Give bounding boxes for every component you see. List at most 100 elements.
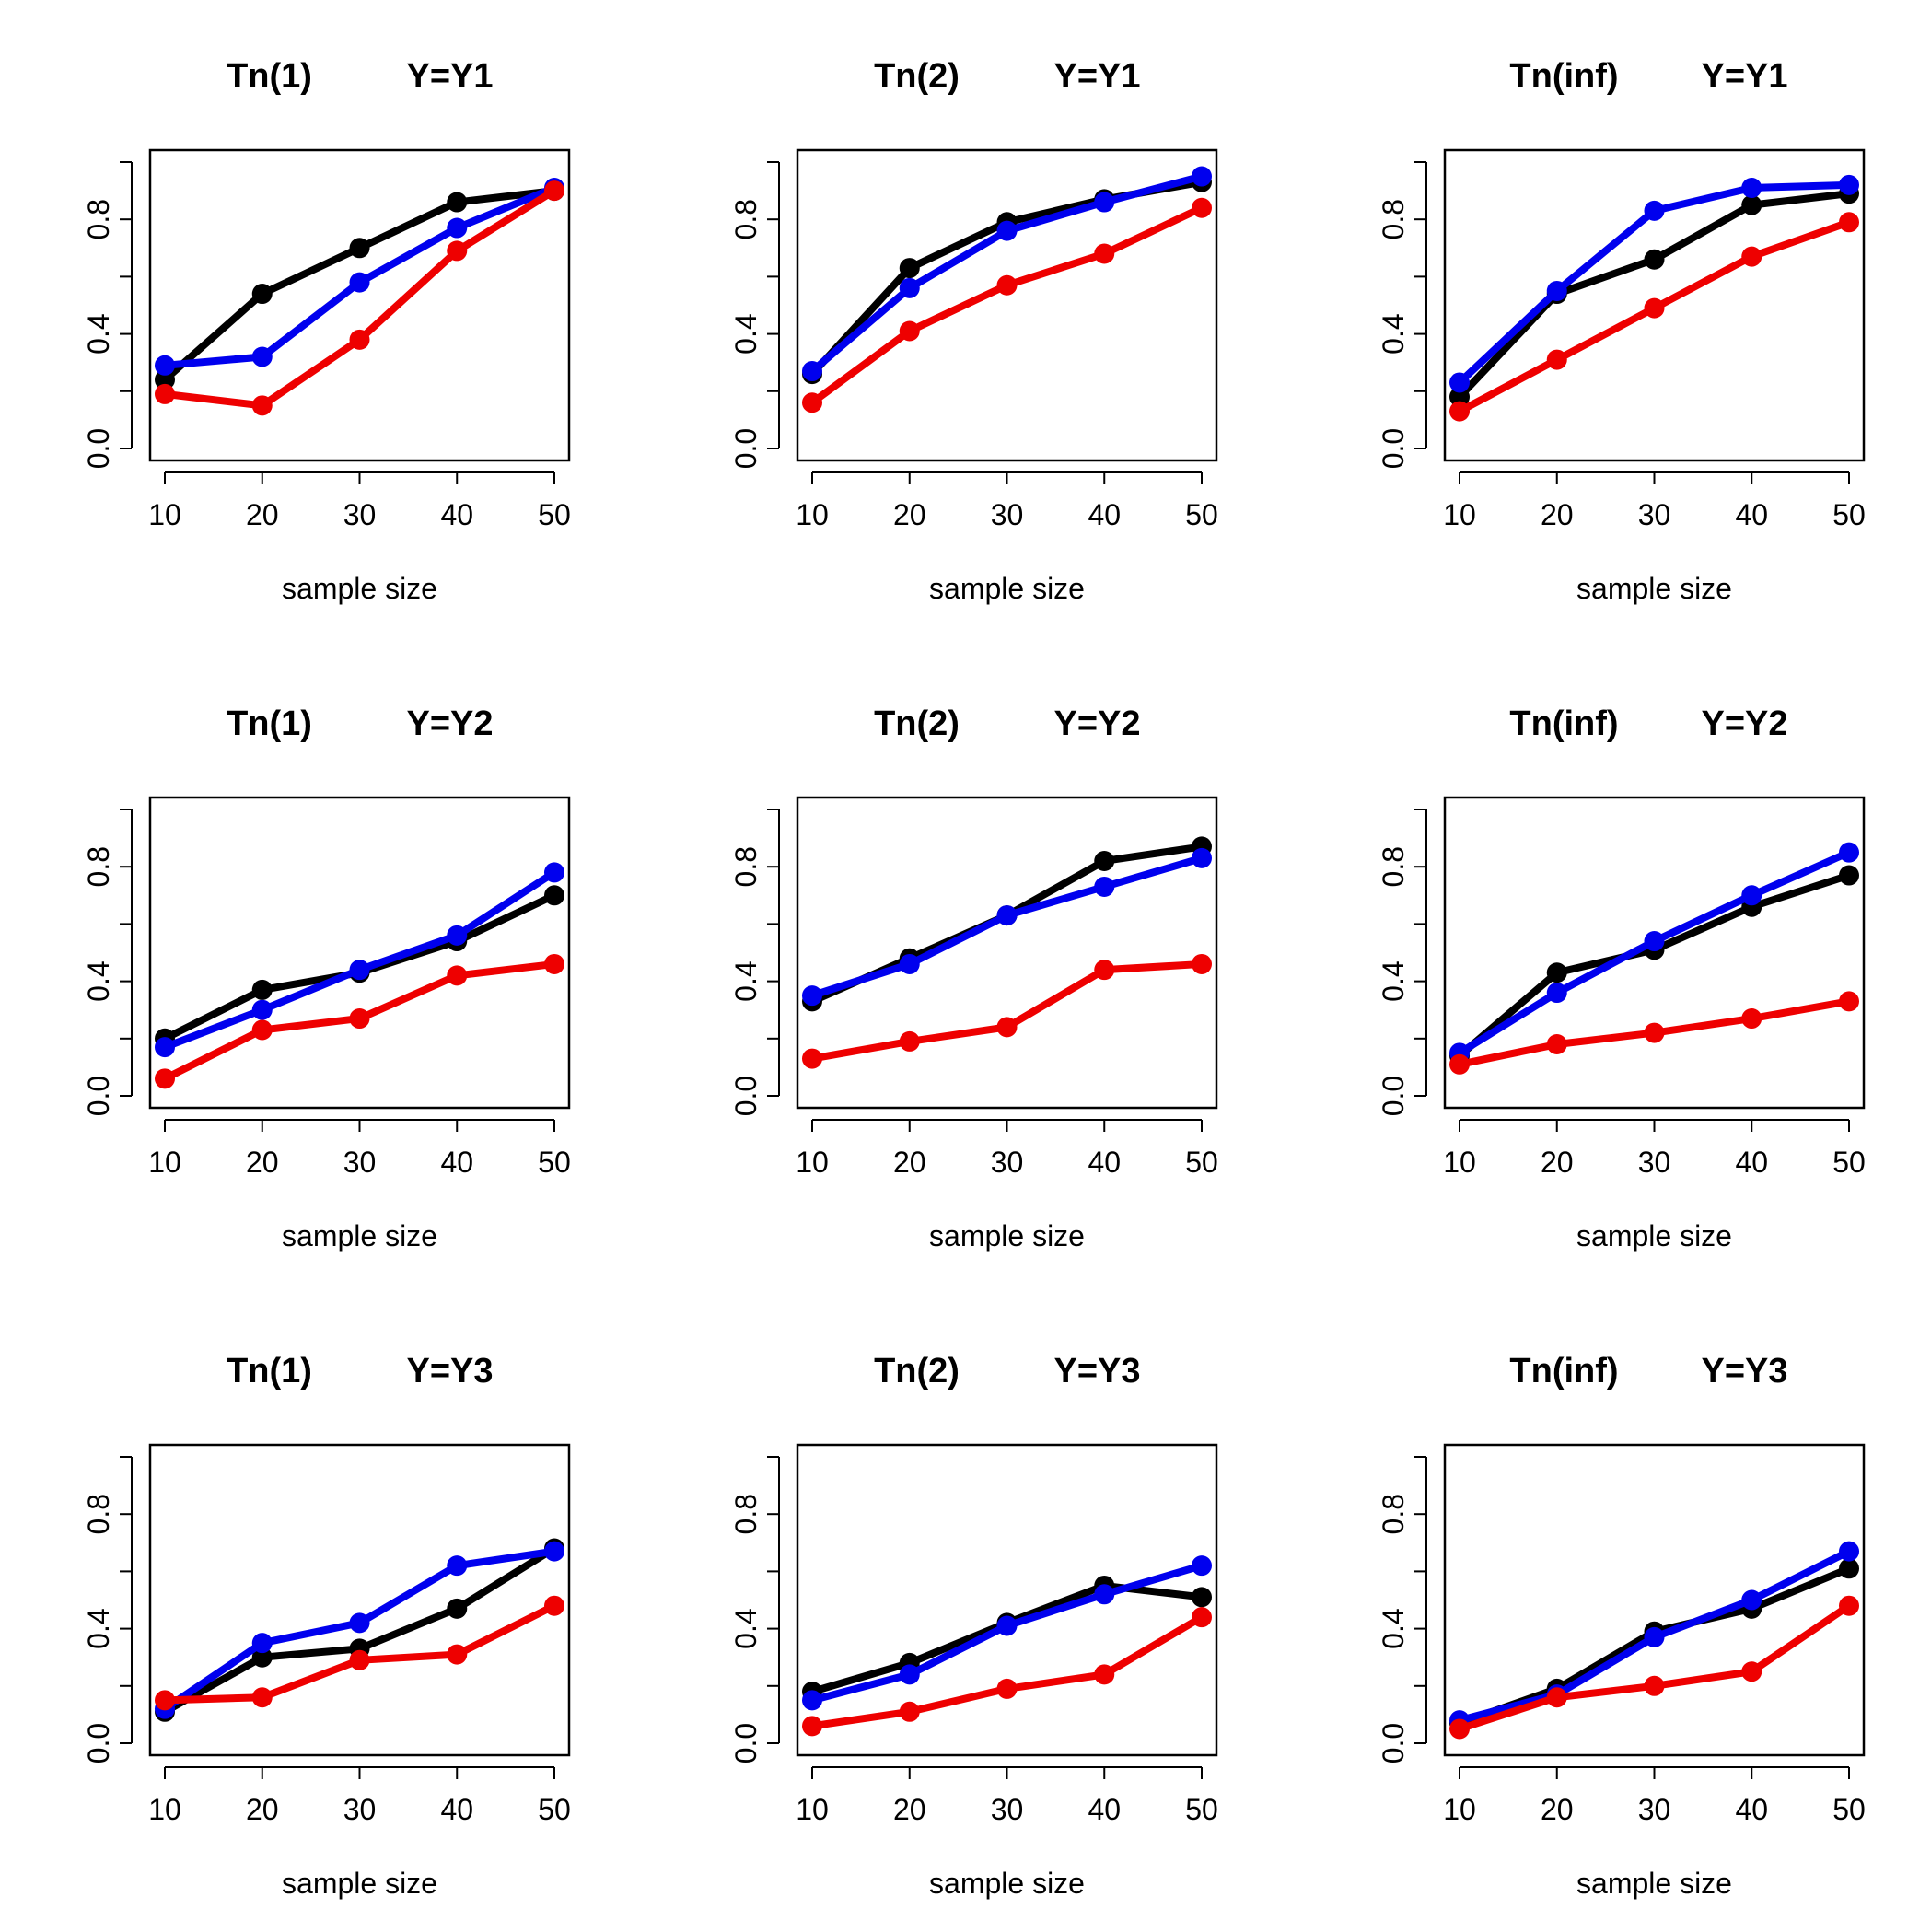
data-point-blue: [802, 985, 822, 1007]
panel-9: Tn(inf) Y=Y3 10 20 30 40 50 sample size 0.0 0.4 0.…: [1377, 1352, 1866, 1900]
panel-title-y: Y=Y2: [406, 704, 493, 743]
data-point-red: [996, 1017, 1018, 1038]
data-point-red: [996, 1678, 1018, 1699]
x-tick-label: 50: [1185, 1793, 1218, 1826]
y-tick-label: 0.0: [729, 1076, 762, 1116]
series-red: [802, 953, 1212, 1069]
data-point-red: [544, 1595, 564, 1616]
y-tick-label: 0.0: [729, 428, 762, 469]
x-tick-label: 10: [148, 498, 181, 531]
panel-title-y: Y=Y2: [1053, 704, 1140, 743]
data-point-black: [251, 284, 273, 305]
data-point-red: [1839, 212, 1859, 233]
data-point-blue: [1644, 931, 1665, 952]
data-point-blue: [1192, 1555, 1212, 1577]
plot-frame: [796, 1443, 1218, 1757]
y-tick-label: 0.4: [729, 960, 762, 1001]
series-line-black: [808, 1581, 1205, 1696]
plot-frame: [1443, 1443, 1866, 1757]
data-point-red: [1449, 1718, 1470, 1740]
data-point-blue: [544, 862, 564, 883]
y-tick-label: 0.0: [82, 1076, 115, 1116]
panel-title-stat: Tn(2): [874, 704, 960, 743]
data-point-blue: [544, 1541, 564, 1562]
data-point-blue: [1839, 1541, 1859, 1562]
data-point-red: [1839, 991, 1859, 1012]
panel-8: Tn(2) Y=Y3 10 20 30 40 50 sample size 0.0 0.4 0.8: [729, 1352, 1218, 1900]
data-point-blue: [1741, 177, 1762, 198]
data-point-black: [1546, 962, 1567, 983]
x-tick-label: 40: [1735, 1146, 1768, 1179]
data-point-red: [1644, 1675, 1665, 1696]
panel-title-stat: Tn(inf): [1509, 704, 1618, 743]
data-point-black: [349, 238, 370, 259]
panel-title-stat: Tn(1): [227, 1352, 312, 1391]
panel-5: Tn(2) Y=Y2 10 20 30 40 50 sample size 0.0 0.4 0.8: [729, 704, 1218, 1252]
x-tick-label: 40: [1735, 1793, 1768, 1826]
data-point-red: [1192, 953, 1212, 974]
series-line-black: [1456, 190, 1853, 402]
data-point-blue: [899, 277, 920, 298]
x-tick-label: 40: [1088, 1793, 1121, 1826]
y-tick-label: 0.4: [729, 313, 762, 354]
data-point-blue: [996, 220, 1018, 241]
data-point-blue: [1192, 166, 1212, 187]
y-tick-label: 0.8: [729, 199, 762, 239]
data-point-blue: [1546, 280, 1567, 301]
data-point-red: [899, 1030, 920, 1052]
x-tick-label: 20: [1541, 498, 1574, 531]
data-point-black: [155, 369, 175, 390]
data-point-red: [802, 1716, 822, 1737]
data-point-red: [1546, 1034, 1567, 1055]
data-point-red: [155, 1068, 175, 1089]
data-point-blue: [1192, 847, 1212, 868]
data-point-red: [349, 1008, 370, 1030]
data-point-red: [899, 1701, 920, 1722]
data-point-blue: [1741, 885, 1762, 906]
x-tick-label: 10: [796, 1146, 829, 1179]
x-axis-label: sample size: [282, 572, 437, 605]
data-point-red: [1839, 1595, 1859, 1616]
data-point-red: [1741, 1661, 1762, 1682]
x-tick-label: 50: [1832, 1793, 1866, 1826]
panel-6: Tn(inf) Y=Y2 10 20 30 40 50 sample size 0.0 0.4 0.…: [1377, 704, 1866, 1252]
series-blue: [802, 166, 1212, 382]
panel-title-y: Y=Y1: [1053, 57, 1140, 96]
y-tick-label: 0.8: [729, 1494, 762, 1534]
plot-frame: [1443, 148, 1866, 462]
data-point-red: [1546, 1687, 1567, 1708]
panel-title-stat: Tn(1): [227, 57, 312, 96]
series-red: [802, 1607, 1212, 1737]
data-point-blue: [1644, 1626, 1665, 1647]
series-line-red: [161, 187, 558, 410]
series-blue: [155, 862, 564, 1058]
data-point-blue: [1094, 1584, 1115, 1605]
data-point-black: [1644, 249, 1665, 270]
series-blue: [1449, 842, 1859, 1064]
data-point-blue: [447, 217, 468, 239]
data-point-red: [1741, 246, 1762, 267]
x-tick-label: 50: [1832, 498, 1866, 531]
panel-title-stat: Tn(1): [227, 704, 312, 743]
data-point-red: [447, 1644, 468, 1665]
data-point-red: [349, 329, 370, 350]
plot-frame: [796, 796, 1218, 1110]
series-black: [155, 1538, 564, 1722]
x-axis-label: sample size: [1576, 1219, 1732, 1252]
y-tick-label: 0.0: [82, 1723, 115, 1763]
x-tick-label: 20: [246, 498, 279, 531]
panel-title-stat: Tn(2): [874, 1352, 960, 1391]
data-point-blue: [251, 346, 273, 367]
panel-title-y: Y=Y2: [1701, 704, 1787, 743]
x-tick-label: 40: [440, 1146, 473, 1179]
plot-frame: [148, 1443, 571, 1757]
data-point-blue: [349, 1612, 370, 1634]
data-point-blue: [251, 999, 273, 1020]
data-point-red: [447, 240, 468, 262]
data-point-red: [349, 1649, 370, 1670]
data-point-blue: [155, 355, 175, 376]
panel-3: Tn(inf) Y=Y1 10 20 30 40 50 sample size 0.0 0.4 0.…: [1377, 57, 1866, 605]
x-tick-label: 40: [1088, 498, 1121, 531]
x-tick-label: 10: [796, 498, 829, 531]
series-red: [1449, 1595, 1859, 1740]
